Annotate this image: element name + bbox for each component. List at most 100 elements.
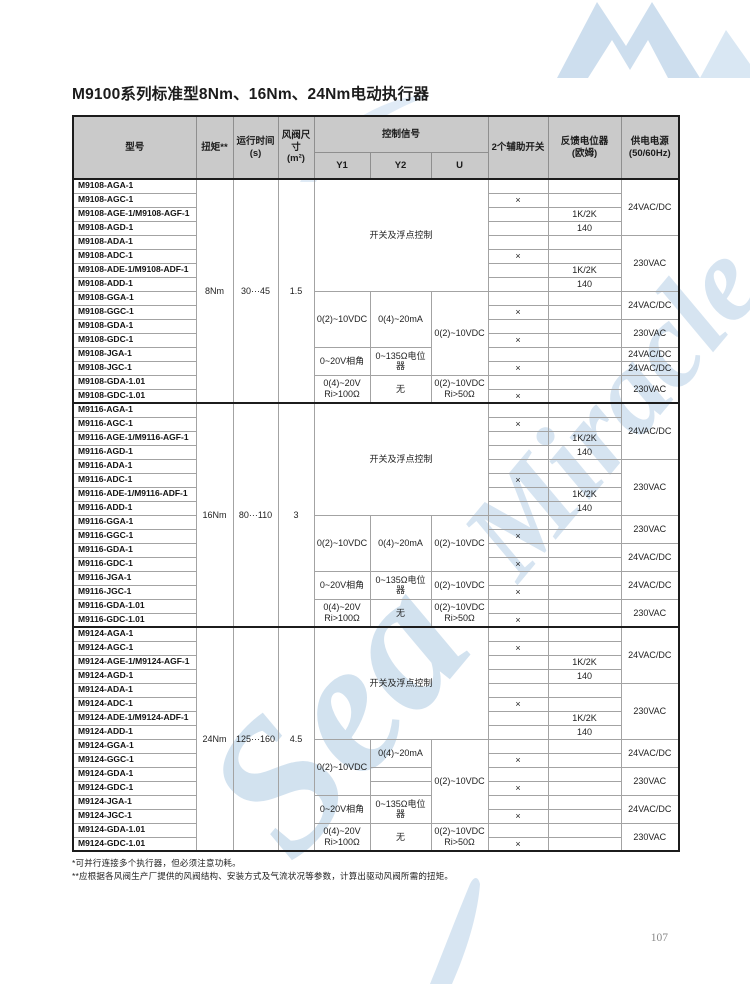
- model-cell: M9108-AGE-1/M9108-AGF-1: [72, 206, 197, 222]
- table-cell: [547, 458, 622, 474]
- table-cell: 1K/2K: [547, 710, 622, 726]
- table-row: M9124-ADA-1 230VAC: [72, 682, 680, 740]
- table-cell: [487, 668, 549, 684]
- table-cell: [547, 794, 622, 810]
- table-cell: 0(2)~10VDC: [430, 290, 489, 376]
- model-cell: M9116-AGC-1: [72, 416, 197, 432]
- table-cell: [547, 696, 622, 712]
- table-cell: [547, 738, 622, 754]
- model-cell: M9116-GGC-1: [72, 528, 197, 544]
- model-cell: M9108-JGC-1: [72, 360, 197, 376]
- table-cell: 24VAC/DC: [620, 570, 680, 600]
- model-cell: M9108-GDA-1: [72, 318, 197, 334]
- table-row: M9124-GGA-1 0(2)~10VDC 0(4)~20mA 0(2)~10VDC…: [72, 738, 680, 824]
- table-cell: [547, 640, 622, 656]
- table-cell: 230VAC: [620, 514, 680, 544]
- table-cell: [547, 234, 622, 250]
- model-cell: M9108-GGC-1: [72, 304, 197, 320]
- table-row: M9116-ADA-1 230VAC: [72, 458, 680, 516]
- table-cell: [547, 766, 622, 782]
- model-cell: M9116-AGD-1: [72, 444, 197, 460]
- table-row: M9116-AGC-1 ×: [72, 416, 679, 432]
- model-cell: M9108-ADD-1: [72, 276, 197, 292]
- table-row: M9124-ADD-1 140: [72, 724, 679, 740]
- spec-table: 型号 扭矩** 运行时间 (s) 风阀尺寸 (m²) 控制信号 2个辅助开关 反…: [72, 115, 681, 852]
- model-cell: M9116-ADD-1: [72, 500, 197, 516]
- table-cell: [487, 766, 549, 782]
- table-cell: [547, 836, 622, 852]
- model-cell: M9124-JGA-1: [72, 794, 197, 810]
- table-cell: ×: [487, 528, 549, 544]
- table-cell: 1K/2K: [547, 654, 622, 670]
- table-section-m9116: M9116-AGA-1 16Nm 80···110 3 开关及浮点控制 24VAC/DC M…: [72, 402, 680, 628]
- table-cell: 0~135Ω电位器: [369, 794, 432, 824]
- table-cell: 140: [547, 668, 622, 684]
- model-cell: M9124-AGD-1: [72, 668, 197, 684]
- table-cell: [547, 472, 622, 488]
- table-row: M9108-ADC-1 ×: [72, 248, 679, 264]
- header-y2: Y2: [369, 151, 432, 180]
- table-row: M9124-AGE-1/M9124-AGF-1 1K/2K: [72, 654, 679, 670]
- table-cell: [487, 486, 549, 502]
- model-cell: M9108-AGC-1: [72, 192, 197, 208]
- table-cell: 0(4)~20V Ri>100Ω: [313, 374, 371, 404]
- table-cell: [487, 430, 549, 446]
- model-cell: M9124-GDA-1: [72, 766, 197, 782]
- model-cell: M9124-AGC-1: [72, 640, 197, 656]
- table-cell: 140: [547, 444, 622, 460]
- header-model: 型号: [72, 115, 197, 180]
- table-cell: [547, 612, 622, 628]
- table-cell: [547, 332, 622, 348]
- table-cell: [547, 374, 622, 390]
- table-cell: ×: [487, 248, 549, 264]
- table-cell: 开关及浮点控制: [313, 626, 489, 740]
- table-cell: 0~135Ω电位器: [369, 570, 432, 600]
- table-cell: ×: [487, 752, 549, 768]
- table-cell: 140: [547, 724, 622, 740]
- table-cell: [547, 402, 622, 418]
- model-cell: M9116-AGA-1: [72, 402, 197, 418]
- table-cell: 230VAC: [620, 374, 680, 404]
- table-cell: [487, 346, 549, 362]
- table-cell: 230VAC: [620, 234, 680, 292]
- table-row: M9124-GGC-1 ×: [72, 752, 679, 768]
- table-cell: ×: [487, 472, 549, 488]
- model-cell: M9124-ADA-1: [72, 682, 197, 698]
- model-cell: M9124-AGE-1/M9124-AGF-1: [72, 654, 197, 670]
- table-cell: 无: [369, 374, 432, 404]
- model-cell: M9124-ADD-1: [72, 724, 197, 740]
- table-cell: 0(2)~10VDC Ri>50Ω: [430, 374, 489, 404]
- table-row: M9116-ADC-1 ×: [72, 472, 679, 488]
- table-row: M9116-GGA-1 0(2)~10VDC 0(4)~20mA 0(2)~10VDC…: [72, 514, 680, 572]
- table-cell: 0~135Ω电位器: [369, 346, 432, 376]
- model-cell: M9124-AGA-1: [72, 626, 197, 642]
- table-cell: 230VAC: [620, 822, 680, 852]
- table-cell: [487, 262, 549, 278]
- table-cell: [487, 598, 549, 614]
- table-cell: [547, 556, 622, 572]
- table-section-m9124: M9124-AGA-1 24Nm 125···160 4.5 开关及浮点控制 24VAC/…: [72, 626, 680, 852]
- model-cell: M9108-AGD-1: [72, 220, 197, 236]
- table-cell: 140: [547, 276, 622, 292]
- model-cell: M9108-GGA-1: [72, 290, 197, 306]
- table-cell: [369, 766, 432, 782]
- table-row: M9108-AGA-1 8Nm 30···45 1.5 开关及浮点控制 24VAC/DC: [72, 178, 680, 404]
- table-cell: 0(4)~20mA: [369, 738, 432, 768]
- model-cell: M9108-ADE-1/M9108-ADF-1: [72, 262, 197, 278]
- model-cell: M9124-GDA-1.01: [72, 822, 197, 838]
- model-cell: M9124-GGA-1: [72, 738, 197, 754]
- table-cell: 1.5: [277, 178, 315, 404]
- table-cell: [487, 738, 549, 754]
- table-row: M9108-ADE-1/M9108-ADF-1 1K/2K: [72, 262, 679, 278]
- table-cell: 1K/2K: [547, 206, 622, 222]
- table-row: M9116-GDA-1 24VAC/DC: [72, 542, 680, 572]
- table-cell: [547, 570, 622, 586]
- model-cell: M9116-ADE-1/M9116-ADF-1: [72, 486, 197, 502]
- table-row: M9108-GDC-1.01 ×: [72, 388, 679, 404]
- table-cell: [487, 290, 549, 306]
- table-cell: 0(4)~20mA: [369, 514, 432, 572]
- table-cell: [547, 808, 622, 824]
- table-cell: [487, 318, 549, 334]
- table-cell: 4.5: [277, 626, 315, 852]
